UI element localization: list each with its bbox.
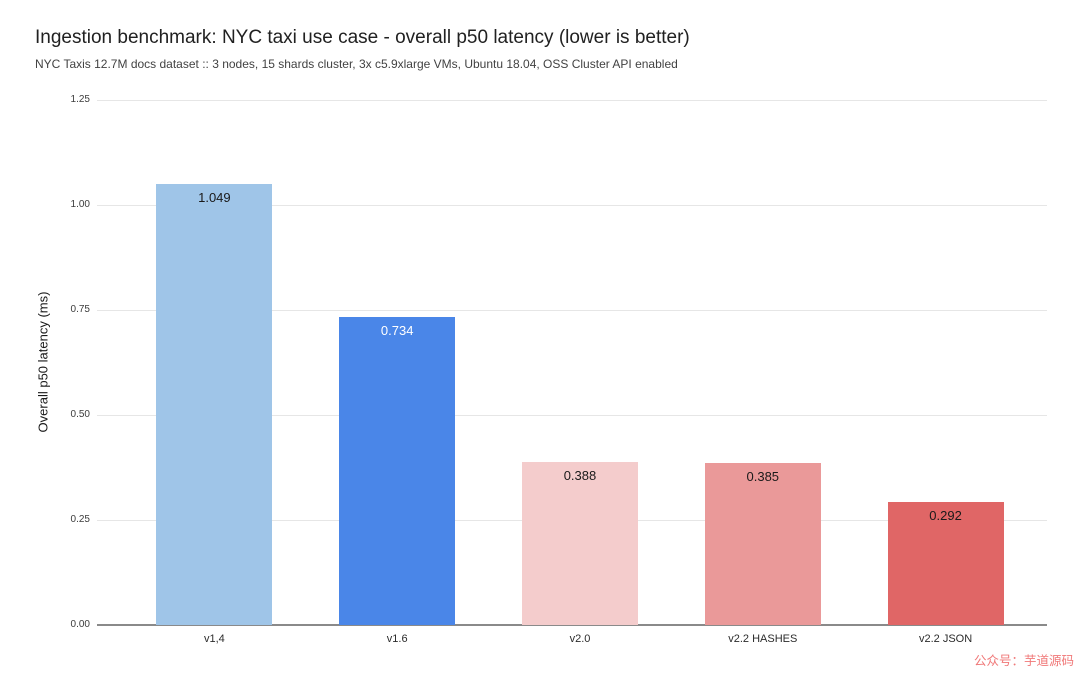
y-tick-label: 1.00 (70, 199, 90, 210)
bar-slot: 0.734 v1.6 (306, 100, 489, 645)
gridline (97, 310, 1047, 311)
watermark-text: 公众号：芋道源码 (973, 654, 1074, 668)
bar-value-label: 0.385 (746, 469, 780, 485)
y-tick-label: 0.50 (70, 409, 90, 420)
gridline (97, 205, 1047, 206)
x-tick-label: v2.2 HASHES (728, 633, 798, 645)
bar-value-label: 0.388 (563, 468, 597, 484)
x-tick-label: v2.0 (569, 633, 591, 645)
bar-value-label: 0.292 (929, 508, 962, 524)
bar-v2.2 JSON: 0.292 (887, 502, 1004, 625)
y-tick-label: 0.25 (70, 514, 90, 525)
x-tick-label: v2.2 JSON (918, 633, 973, 645)
y-tick-label: 0.00 (70, 619, 90, 630)
bars-container: 1.049 v1,4 0.734 v1.6 0.388 v2.0 0.385 v2.2 HAS… (123, 100, 1037, 645)
bar-v1.6: 0.734 (339, 316, 456, 625)
bar-v2.2 HASHES: 0.385 (704, 463, 821, 625)
y-tick-label: 1.25 (70, 94, 90, 105)
bar-slot: 0.388 v2.0 (489, 100, 672, 645)
chart-title: Ingestion benchmark: NYC taxi use case -… (35, 27, 690, 48)
gridline (97, 100, 1047, 101)
bar-value-label: 0.734 (380, 322, 414, 338)
bar-v1,4: 1.049 (156, 184, 273, 625)
bar-v2.0: 0.388 (521, 462, 638, 625)
gridline (97, 415, 1047, 416)
x-tick-label: v1.6 (386, 633, 408, 645)
bar-slot: 0.292 v2.2 JSON (854, 100, 1037, 645)
bar-slot: 1.049 v1,4 (123, 100, 306, 645)
bar-value-label: 1.049 (198, 190, 231, 206)
bar-slot: 0.385 v2.2 HASHES (671, 100, 854, 645)
chart-subtitle: NYC Taxis 12.7M docs dataset :: 3 nodes,… (35, 57, 678, 71)
x-tick-label: v1,4 (204, 633, 225, 645)
y-tick-label: 0.75 (70, 304, 90, 315)
x-axis-baseline (97, 624, 1047, 626)
